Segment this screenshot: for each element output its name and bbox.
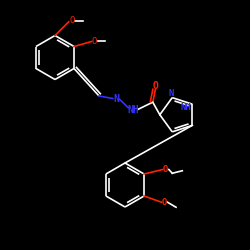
Text: NH: NH (181, 103, 192, 112)
Text: O: O (163, 165, 168, 174)
Text: N: N (114, 94, 119, 104)
Text: O: O (69, 16, 74, 25)
Text: O: O (162, 198, 167, 207)
Text: NH: NH (127, 105, 139, 115)
Text: O: O (92, 37, 97, 46)
Text: N: N (168, 89, 173, 98)
Text: O: O (152, 81, 158, 91)
